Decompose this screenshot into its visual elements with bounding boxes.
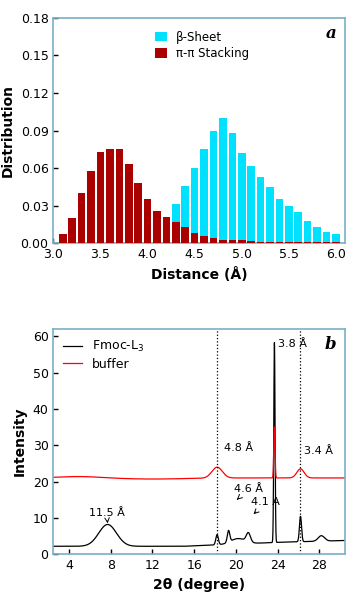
buffer <box>241 474 245 482</box>
Bar <box>78 193 85 243</box>
Bar <box>247 241 255 243</box>
Line: Fmoc-L$_3$: Fmoc-L$_3$ <box>53 343 345 547</box>
Text: a: a <box>326 24 336 42</box>
Bar <box>191 233 198 243</box>
Fmoc-L$_3$ <box>292 538 296 545</box>
Fmoc-L$_3$ <box>269 539 273 546</box>
Bar <box>238 240 246 243</box>
Bar <box>332 242 340 243</box>
Bar <box>276 200 283 243</box>
Bar <box>153 211 161 243</box>
Fmoc-L$_3$ <box>241 536 245 543</box>
Bar <box>68 218 76 243</box>
Bar <box>266 187 274 243</box>
Text: 3.4 Å: 3.4 Å <box>304 446 333 457</box>
Y-axis label: Distribution: Distribution <box>1 84 15 177</box>
Bar <box>191 168 198 243</box>
Bar <box>116 242 123 243</box>
Bar <box>285 206 293 243</box>
Text: 4.6 Å: 4.6 Å <box>234 485 263 499</box>
Legend: β-Sheet, π-π Stacking: β-Sheet, π-π Stacking <box>153 28 252 63</box>
Bar <box>87 170 95 243</box>
buffer <box>104 474 109 481</box>
Text: b: b <box>325 336 336 353</box>
Bar <box>332 234 340 243</box>
Bar <box>153 228 161 243</box>
Bar <box>210 238 217 243</box>
Line: buffer: buffer <box>53 427 345 479</box>
Bar <box>257 177 265 243</box>
Bar <box>323 232 330 243</box>
Bar <box>294 242 302 243</box>
Bar <box>172 204 179 243</box>
buffer <box>272 424 277 431</box>
Bar <box>257 242 265 243</box>
Fmoc-L$_3$ <box>178 543 182 550</box>
Bar <box>106 150 114 243</box>
Bar <box>182 186 189 243</box>
Bar <box>313 242 321 243</box>
Fmoc-L$_3$ <box>272 339 277 346</box>
Bar <box>323 242 330 243</box>
Bar <box>304 242 312 243</box>
Fmoc-L$_3$ <box>51 543 56 550</box>
Text: 4.1 A: 4.1 A <box>251 497 281 513</box>
Bar <box>276 242 283 243</box>
Bar <box>134 183 142 243</box>
buffer <box>292 473 296 480</box>
Bar <box>304 221 312 243</box>
Bar <box>97 152 104 243</box>
Bar <box>200 150 208 243</box>
Bar <box>285 242 293 243</box>
Legend: Fmoc-L$_3$, buffer: Fmoc-L$_3$, buffer <box>60 335 148 374</box>
buffer <box>163 476 167 483</box>
Fmoc-L$_3$ <box>226 527 231 534</box>
Bar <box>294 212 302 243</box>
Bar <box>144 240 151 243</box>
Bar <box>97 242 104 243</box>
X-axis label: 2θ (degree): 2θ (degree) <box>153 578 245 592</box>
Bar <box>116 150 123 243</box>
Fmoc-L$_3$ <box>343 537 347 544</box>
Bar <box>163 221 170 243</box>
Bar <box>125 242 132 243</box>
Text: 4.8 Å: 4.8 Å <box>224 443 253 453</box>
Fmoc-L$_3$ <box>163 543 167 550</box>
buffer <box>51 474 56 481</box>
X-axis label: Distance (Å): Distance (Å) <box>151 266 248 282</box>
Bar <box>238 153 246 243</box>
Bar <box>106 242 114 243</box>
Bar <box>219 118 227 243</box>
Bar <box>266 242 274 243</box>
Bar <box>125 164 132 243</box>
Bar <box>59 234 67 243</box>
Bar <box>134 241 142 243</box>
Bar <box>163 217 170 243</box>
buffer <box>151 476 155 483</box>
Bar <box>229 133 236 243</box>
buffer <box>269 474 273 482</box>
Bar <box>144 200 151 243</box>
Bar <box>200 236 208 243</box>
Bar <box>229 240 236 243</box>
Bar <box>219 240 227 243</box>
Y-axis label: Intensity: Intensity <box>13 407 27 476</box>
Bar <box>247 166 255 243</box>
Text: 3.8 Å: 3.8 Å <box>278 339 307 349</box>
Fmoc-L$_3$ <box>104 521 109 528</box>
buffer <box>343 474 347 482</box>
buffer <box>226 473 231 480</box>
Bar <box>182 227 189 243</box>
Bar <box>210 131 217 243</box>
Bar <box>313 227 321 243</box>
Text: 11.5 Å: 11.5 Å <box>89 508 125 522</box>
Bar <box>172 222 179 243</box>
